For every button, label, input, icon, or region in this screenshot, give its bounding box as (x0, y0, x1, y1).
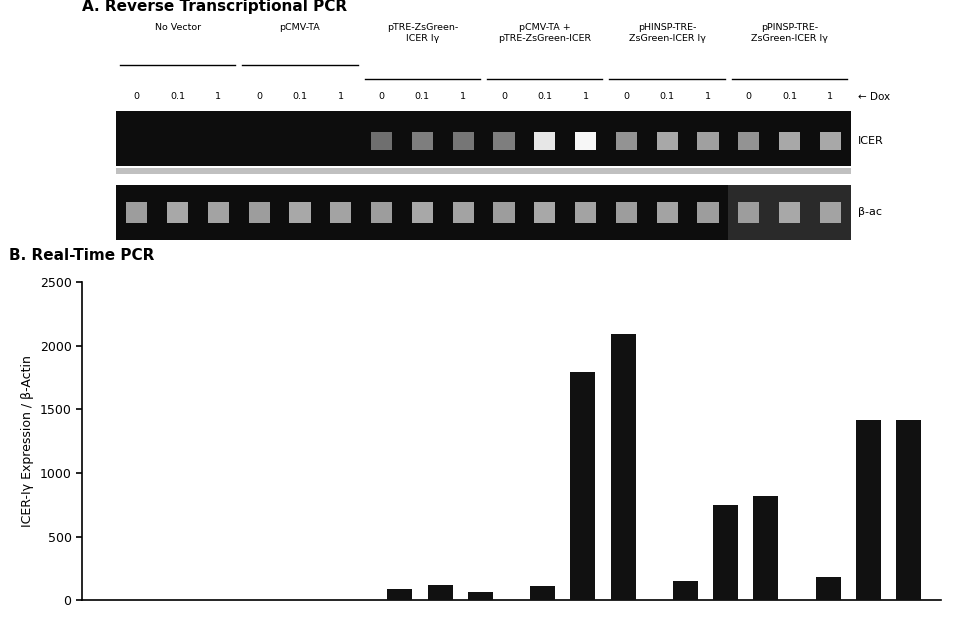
Text: 0.1: 0.1 (415, 92, 429, 102)
Bar (534, 202, 555, 223)
Bar (738, 202, 759, 223)
Bar (819, 202, 841, 223)
Bar (126, 202, 148, 223)
Bar (673, 581, 698, 600)
Bar (427, 585, 453, 600)
Bar (167, 202, 188, 223)
Bar (371, 132, 392, 150)
Text: pHINSP-TRE-
ZsGreen-ICER Iγ: pHINSP-TRE- ZsGreen-ICER Iγ (628, 23, 705, 43)
Bar (412, 132, 433, 150)
Text: 0: 0 (256, 92, 262, 102)
Text: 0.1: 0.1 (170, 92, 185, 102)
Text: 0.1: 0.1 (782, 92, 797, 102)
Bar (117, 111, 851, 166)
Text: 1: 1 (704, 92, 711, 102)
Bar (779, 202, 800, 223)
Bar (616, 202, 637, 223)
Text: pPINSP-TRE-
ZsGreen-ICER Iγ: pPINSP-TRE- ZsGreen-ICER Iγ (751, 23, 828, 43)
Text: pCMV-TA: pCMV-TA (280, 23, 320, 32)
Bar (856, 420, 881, 600)
Text: β-ac: β-ac (858, 207, 882, 217)
Bar (117, 184, 729, 240)
Text: 0: 0 (134, 92, 140, 102)
Bar (575, 202, 596, 223)
Bar (534, 132, 555, 150)
Text: ICER: ICER (858, 136, 883, 145)
Bar (729, 184, 851, 240)
Text: A. Reverse Transcriptional PCR: A. Reverse Transcriptional PCR (82, 0, 347, 14)
Bar (371, 202, 392, 223)
Text: 0.1: 0.1 (538, 92, 552, 102)
Text: 0: 0 (623, 92, 629, 102)
Y-axis label: ICER-Iγ Expression / β-Actin: ICER-Iγ Expression / β-Actin (21, 355, 34, 527)
Bar (530, 586, 555, 600)
Bar (779, 132, 800, 150)
Bar (819, 132, 841, 150)
Bar (412, 202, 433, 223)
Bar (575, 132, 596, 150)
Bar (387, 589, 412, 600)
Bar (453, 202, 474, 223)
Bar (698, 202, 719, 223)
Bar (249, 202, 270, 223)
Bar (896, 420, 922, 600)
Bar (493, 202, 514, 223)
Bar (611, 334, 636, 600)
Text: 1: 1 (338, 92, 344, 102)
Bar (738, 132, 759, 150)
Bar (570, 373, 595, 600)
Text: pTRE-ZsGreen-
ICER Iγ: pTRE-ZsGreen- ICER Iγ (387, 23, 458, 43)
Text: ← Dox: ← Dox (858, 92, 890, 102)
Bar (493, 132, 514, 150)
Text: 0.1: 0.1 (660, 92, 675, 102)
Text: 1: 1 (215, 92, 221, 102)
Bar (117, 168, 851, 174)
Bar (290, 202, 311, 223)
Bar (656, 202, 677, 223)
Bar (468, 592, 493, 600)
Bar (616, 132, 637, 150)
Bar (207, 202, 229, 223)
Bar (713, 505, 738, 600)
Bar (754, 496, 779, 600)
Text: 1: 1 (827, 92, 834, 102)
Bar (453, 132, 474, 150)
Text: pCMV-TA +
pTRE-ZsGreen-ICER: pCMV-TA + pTRE-ZsGreen-ICER (498, 23, 592, 43)
Text: 0.1: 0.1 (292, 92, 308, 102)
Text: B. Real-Time PCR: B. Real-Time PCR (9, 248, 154, 263)
Text: No Vector: No Vector (154, 23, 201, 32)
Bar (330, 202, 351, 223)
Bar (656, 132, 677, 150)
Text: 1: 1 (583, 92, 589, 102)
Text: 0: 0 (378, 92, 384, 102)
Text: 0: 0 (746, 92, 752, 102)
Bar (815, 577, 841, 600)
Text: 0: 0 (501, 92, 507, 102)
Bar (698, 132, 719, 150)
Text: 1: 1 (460, 92, 466, 102)
